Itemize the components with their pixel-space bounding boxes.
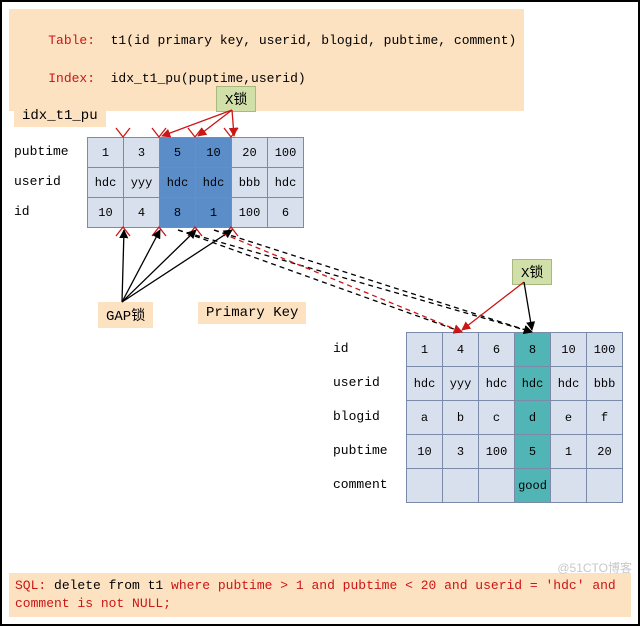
table-cell: hdc — [551, 367, 587, 401]
sql-cmd: delete from t1 — [54, 578, 171, 593]
table-cell: 1 — [407, 333, 443, 367]
table-cell: e — [551, 401, 587, 435]
table-cell — [443, 469, 479, 503]
table-cell: 20 — [587, 435, 623, 469]
table-cell: 100 — [232, 198, 268, 228]
table-cell — [407, 469, 443, 503]
index-label: Index: — [48, 71, 95, 86]
table-cell: hdc — [515, 367, 551, 401]
gap-lock-label: GAP锁 — [98, 302, 153, 328]
table-cell: 5 — [515, 435, 551, 469]
table-cell: 10 — [196, 138, 232, 168]
table-cell: 1 — [88, 138, 124, 168]
table-cell: 1 — [551, 435, 587, 469]
table-cell: c — [479, 401, 515, 435]
table-cell — [551, 469, 587, 503]
table-cell — [587, 469, 623, 503]
primary-key-label: Primary Key — [198, 302, 306, 324]
table-cell: 10 — [551, 333, 587, 367]
table-cell: bbb — [587, 367, 623, 401]
table-cell: hdc — [160, 168, 196, 198]
table-cell: a — [407, 401, 443, 435]
table-cell: d — [515, 401, 551, 435]
table-cell: 5 — [160, 138, 196, 168]
table-cell: b — [443, 401, 479, 435]
table-cell: 3 — [124, 138, 160, 168]
table-cell: bbb — [232, 168, 268, 198]
row-header: userid — [14, 174, 61, 189]
table-cell: 8 — [515, 333, 551, 367]
table-cell: hdc — [407, 367, 443, 401]
table-cell: good — [515, 469, 551, 503]
table-cell: yyy — [124, 168, 160, 198]
table-def: t1(id primary key, userid, blogid, pubti… — [95, 33, 516, 48]
xlock-label-2: X锁 — [512, 259, 552, 285]
table-cell — [479, 469, 515, 503]
index-name-label: idx_t1_pu — [14, 105, 106, 127]
table-cell: 20 — [232, 138, 268, 168]
table-cell: 4 — [443, 333, 479, 367]
table-cell: hdc — [88, 168, 124, 198]
row-header: pubtime — [14, 144, 69, 159]
table-label: Table: — [48, 33, 95, 48]
table-cell: 6 — [479, 333, 515, 367]
primary-key-table: 146810100hdcyyyhdchdchdcbbbabcdef1031005… — [406, 332, 623, 503]
table-cell: 10 — [407, 435, 443, 469]
table-cell: 6 — [268, 198, 304, 228]
watermark: @51CTO博客 — [557, 559, 632, 576]
table-cell: 4 — [124, 198, 160, 228]
row-header: pubtime — [333, 443, 388, 458]
row-header: comment — [333, 477, 388, 492]
sql-prefix: SQL: — [15, 578, 54, 593]
table-cell: 1 — [196, 198, 232, 228]
table-cell: 3 — [443, 435, 479, 469]
row-header: userid — [333, 375, 380, 390]
table-cell: hdc — [196, 168, 232, 198]
index-table: 1351020100hdcyyyhdchdcbbbhdc104811006 — [87, 137, 304, 228]
table-cell: yyy — [443, 367, 479, 401]
table-cell: 100 — [479, 435, 515, 469]
table-cell: 10 — [88, 198, 124, 228]
table-cell: hdc — [479, 367, 515, 401]
table-cell: 8 — [160, 198, 196, 228]
table-cell: f — [587, 401, 623, 435]
table-cell: hdc — [268, 168, 304, 198]
row-header: id — [333, 341, 349, 356]
sql-statement: SQL: delete from t1 where pubtime > 1 an… — [9, 573, 631, 617]
table-cell: 100 — [268, 138, 304, 168]
xlock-label-1: X锁 — [216, 86, 256, 112]
row-header: blogid — [333, 409, 380, 424]
schema-header: Table: t1(id primary key, userid, blogid… — [9, 9, 524, 111]
table-cell: 100 — [587, 333, 623, 367]
row-header: id — [14, 204, 30, 219]
index-def: idx_t1_pu(puptime,userid) — [95, 71, 306, 86]
